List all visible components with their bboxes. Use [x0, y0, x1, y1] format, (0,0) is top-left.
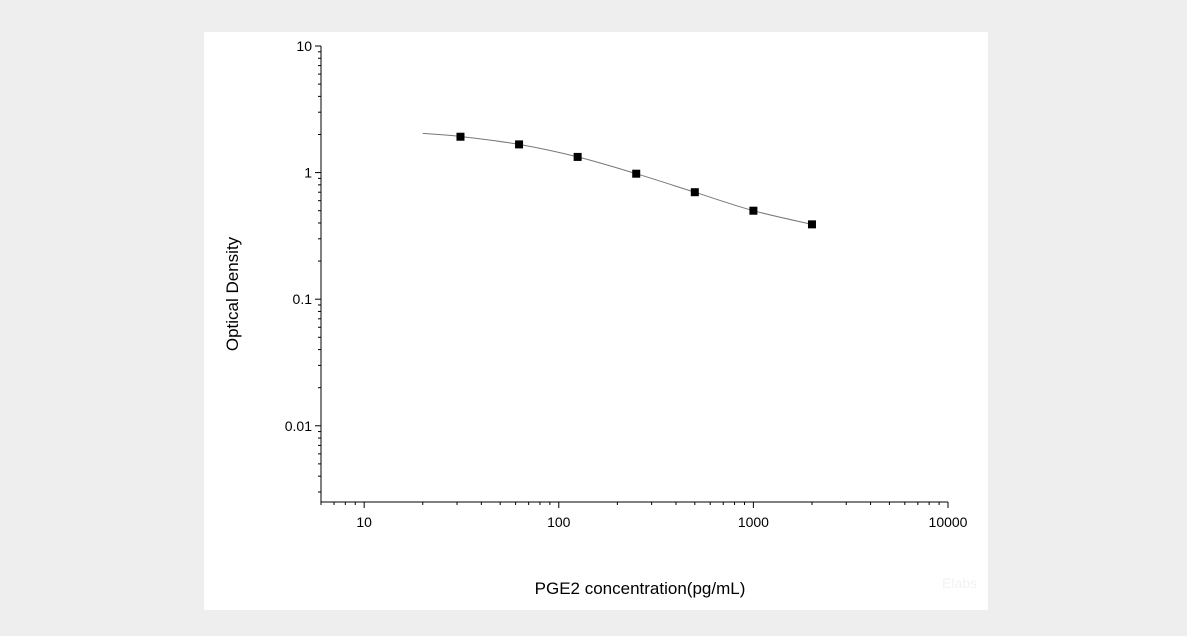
- y-tick-label: 1: [304, 165, 312, 181]
- y-axis-label: Optical Density: [223, 236, 242, 351]
- data-point: [807, 220, 816, 229]
- watermark: Elabs: [942, 575, 977, 591]
- y-tick-label: 0.01: [285, 418, 312, 434]
- y-tick-label: 10: [296, 38, 312, 54]
- chart-panel: 10 100 1000 10000 0.01 0.1 1 10 PGE2 concentra…: [204, 32, 988, 610]
- y-tick-labels: 0.01 0.1 1 10: [285, 38, 312, 434]
- x-tick-labels: 10 100 1000 10000: [356, 514, 967, 530]
- data-point: [749, 206, 758, 215]
- data-point: [573, 152, 582, 161]
- x-tick-label: 1000: [738, 514, 769, 530]
- data-point: [456, 132, 465, 141]
- x-tick-label: 10000: [929, 514, 968, 530]
- standard-curve-chart: 10 100 1000 10000 0.01 0.1 1 10 PGE2 concentra…: [223, 38, 977, 598]
- data-points: [456, 132, 816, 229]
- fit-curve: [422, 132, 813, 225]
- y-axis-ticks: [315, 45, 321, 493]
- data-point: [515, 140, 524, 149]
- x-axis-ticks: [320, 502, 949, 508]
- x-tick-label: 10: [356, 514, 372, 530]
- data-point: [632, 169, 641, 178]
- y-tick-label: 0.1: [293, 291, 313, 307]
- x-tick-label: 100: [547, 514, 571, 530]
- data-point: [690, 188, 699, 197]
- x-axis-label: PGE2 concentration(pg/mL): [535, 579, 746, 598]
